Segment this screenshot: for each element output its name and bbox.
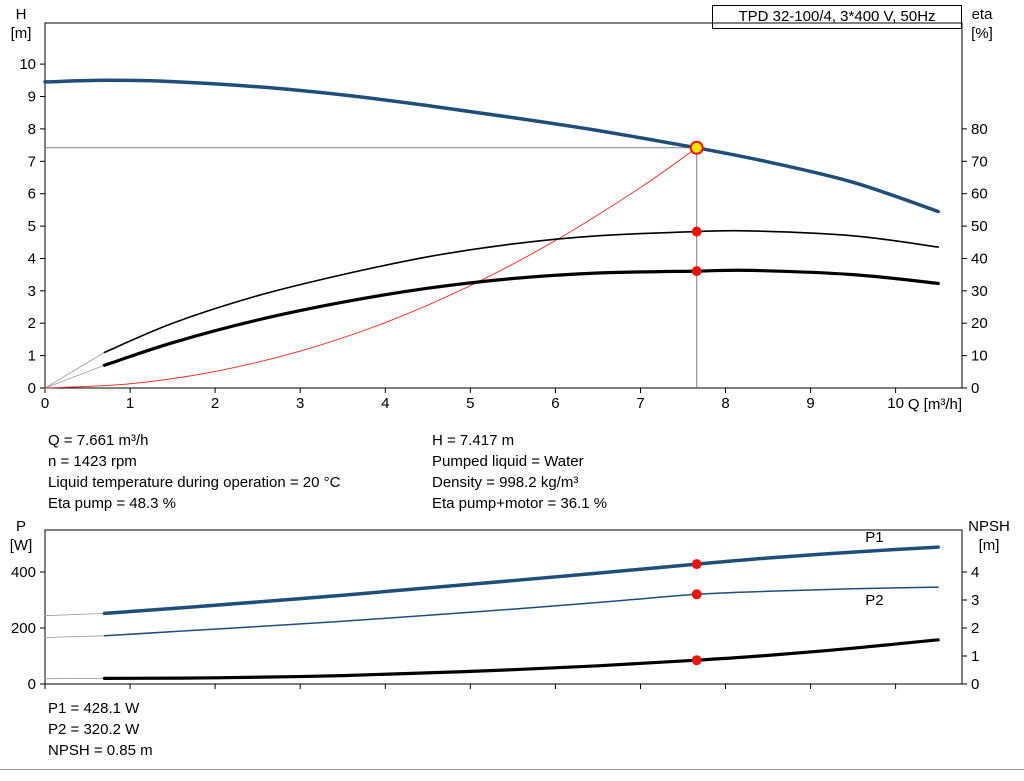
duty-point	[691, 266, 702, 277]
y-right-tick-label: 0	[971, 676, 979, 693]
info-eta-pump: Eta pump = 48.3 %	[48, 495, 176, 512]
info-column-right: H = 7.417 m Pumped liquid = Water Densit…	[432, 430, 607, 514]
plot-border	[44, 22, 963, 389]
x-tick-label: 2	[211, 395, 219, 412]
npsh-axis-label-unit: [m]	[978, 537, 1000, 554]
x-tick-label: 7	[636, 395, 644, 412]
y-right-tick-label: 70	[971, 153, 988, 170]
y-left-tick-label: 3	[28, 283, 36, 300]
y-right-tick-label: 40	[971, 251, 988, 268]
y-left-tick-label: 9	[28, 89, 36, 106]
series-label-p2: P2	[865, 592, 883, 609]
y-right-tick-label: 10	[971, 348, 988, 365]
eta-pump-curve	[103, 229, 939, 354]
y-left-tick-label: 400	[11, 564, 36, 581]
lead-eta-pump-motor	[44, 364, 105, 389]
x-tick-label: 10	[887, 395, 904, 412]
info-speed: n = 1423 rpm	[48, 453, 137, 470]
npsh-axis-label: NPSH [m]	[958, 517, 1020, 555]
y-left-tick-label: 7	[28, 153, 36, 170]
h-axis-label-symbol: H	[15, 6, 27, 23]
y-right-tick-label: 20	[971, 315, 988, 332]
power-npsh-chart: 0 200 400 0 1 2 3 4 P1 P2	[11, 529, 979, 693]
y-left-tick-label: 5	[28, 218, 36, 235]
info-column-left: Q = 7.661 m³/h n = 1423 rpm Liquid tempe…	[48, 430, 340, 514]
y-left-tick-label: 4	[28, 251, 36, 268]
y-left-tick-label: 10	[19, 56, 36, 73]
y-left-tick-label: 0	[28, 676, 36, 693]
y-right-tick-label: 30	[971, 283, 988, 300]
result-p2: P2 = 320.2 W	[48, 721, 140, 738]
result-block: P1 = 428.1 W P2 = 320.2 W NPSH = 0.85 m	[48, 698, 153, 761]
x-tick-label: 5	[466, 395, 474, 412]
y-right-tick-label: 60	[971, 186, 988, 203]
lead-eta-pump	[44, 352, 105, 389]
y-left-tick-label: 1	[28, 348, 36, 365]
y-left-tick-label: 200	[11, 620, 36, 637]
lead-p1	[44, 613, 105, 617]
qh-curve	[43, 78, 940, 214]
y-left-tick-label: 2	[28, 315, 36, 332]
eta-axis-label: eta [%]	[963, 5, 1001, 43]
x-tick-label: 4	[381, 395, 389, 412]
result-p1: P1 = 428.1 W	[48, 700, 140, 717]
q-axis-label: Q [m³/h]	[907, 396, 962, 413]
npsh-axis-label-symbol: NPSH	[968, 518, 1010, 535]
x-tick-label: 6	[551, 395, 559, 412]
duty-point-main	[689, 140, 704, 155]
y-left-tick-label: 8	[28, 121, 36, 138]
y-left-tick-label: 6	[28, 186, 36, 203]
y-right-tick-label: 50	[971, 218, 988, 235]
duty-point	[691, 559, 702, 570]
y-right-tick-label: 1	[971, 648, 979, 665]
qh-eta-chart: 0 1 2 3 4 5 6 7 8 9 10 0 1 2 3 4 5 6 7 8 9 10 0 10 20 30 40 50 60 70 8…	[19, 22, 988, 412]
h-axis-label-unit: [m]	[10, 25, 32, 42]
p-axis-label-symbol: P	[15, 518, 26, 535]
y-right-tick-label: 80	[971, 121, 988, 138]
result-npsh: NPSH = 0.85 m	[48, 742, 153, 759]
series-label-p1: P1	[865, 529, 883, 546]
p-axis-label-unit: [W]	[9, 537, 33, 554]
eta-pump-motor-curve	[102, 268, 940, 367]
x-tick-label: 1	[126, 395, 134, 412]
info-liquid-temp: Liquid temperature during operation = 20…	[48, 474, 341, 491]
h-axis-label: H [m]	[4, 5, 38, 43]
duty-point	[691, 226, 702, 237]
npsh-curve	[102, 638, 940, 680]
y-left-tick-label: 0	[28, 380, 36, 397]
info-head: H = 7.417 m	[432, 432, 515, 449]
y-right-tick-label: 4	[971, 564, 979, 581]
y-right-tick-label: 2	[971, 620, 979, 637]
info-density: Density = 998.2 kg/m³	[432, 474, 579, 491]
duty-point	[691, 655, 702, 666]
bottom-divider	[0, 769, 1024, 770]
eta-axis-label-symbol: eta	[971, 6, 993, 23]
plot-border	[44, 529, 963, 685]
info-flow: Q = 7.661 m³/h	[48, 432, 149, 449]
x-tick-label: 0	[41, 395, 49, 412]
eta-axis-label-unit: [%]	[971, 25, 993, 42]
x-tick-label: 8	[721, 395, 729, 412]
pump-title-box: TPD 32-100/4, 3*400 V, 50Hz	[712, 5, 962, 29]
lead-p2	[44, 635, 105, 638]
system-curve	[44, 147, 698, 389]
p1-curve	[102, 545, 940, 616]
y-right-tick-label: 0	[971, 380, 979, 397]
x-tick-label: 3	[296, 395, 304, 412]
info-eta-pump-motor: Eta pump+motor = 36.1 %	[432, 495, 608, 512]
info-pumped-liquid: Pumped liquid = Water	[432, 453, 584, 470]
duty-point	[691, 589, 702, 600]
x-tick-label: 9	[806, 395, 814, 412]
p-axis-label: P [W]	[4, 517, 38, 555]
p2-curve	[103, 586, 939, 637]
y-right-tick-label: 3	[971, 592, 979, 609]
